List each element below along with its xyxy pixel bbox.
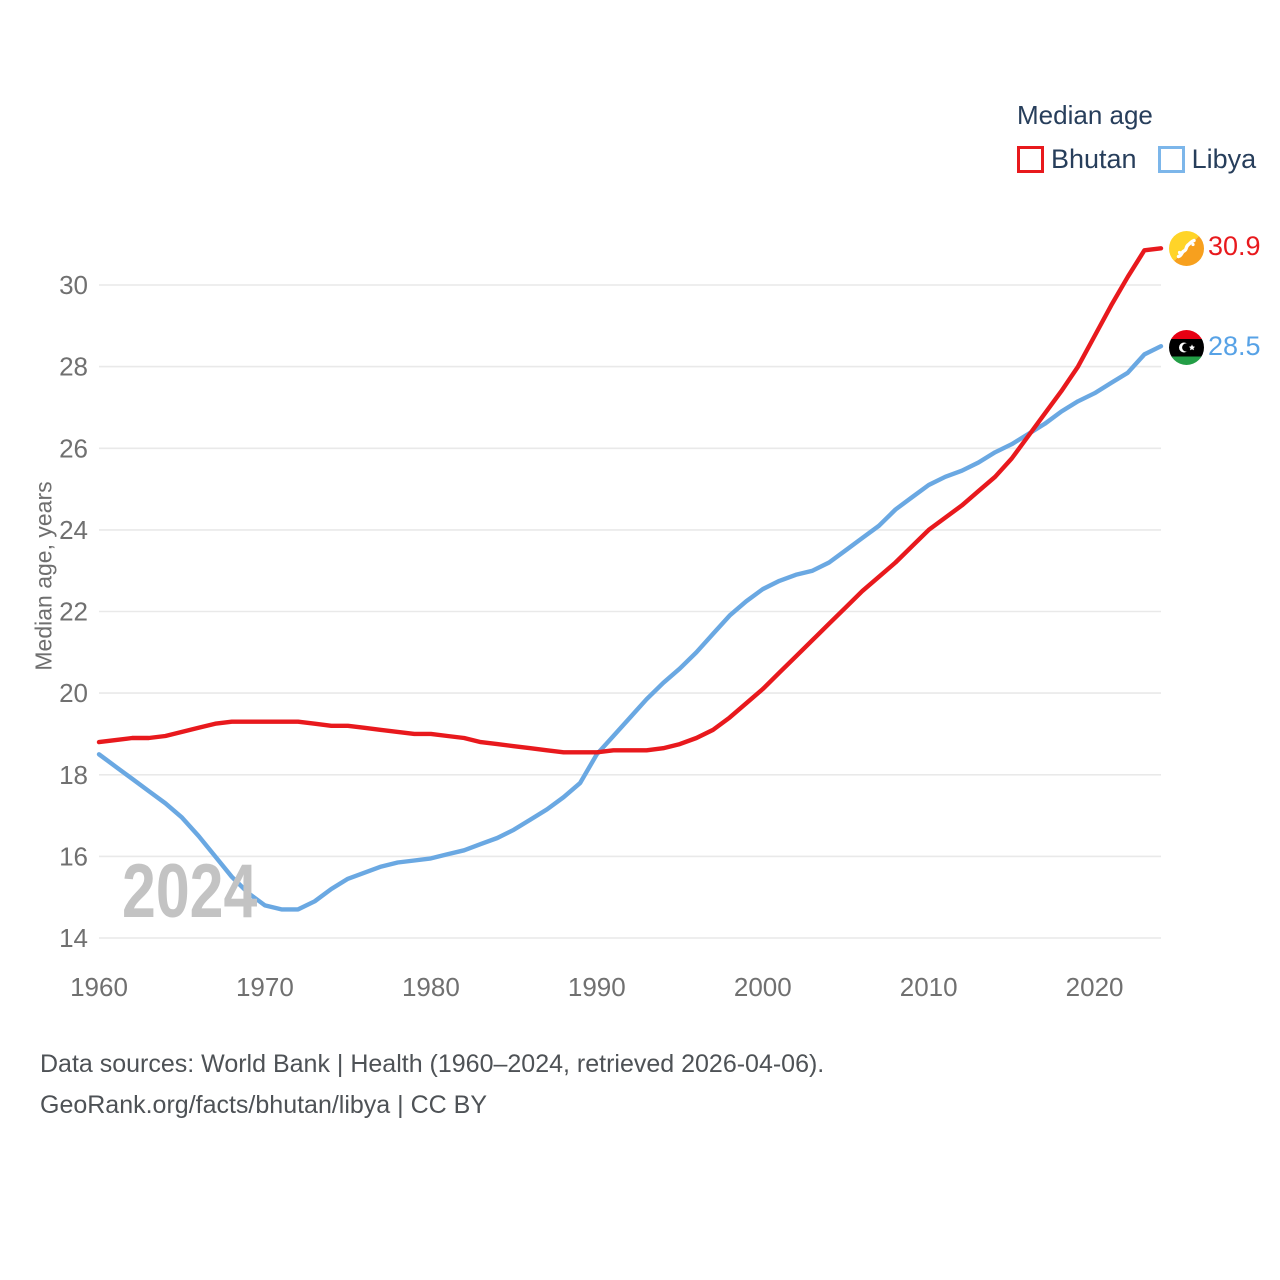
legend-item-libya-label: Libya: [1191, 144, 1257, 174]
x-tick-label-1970: 1970: [236, 972, 294, 1002]
series-line-libya[interactable]: [96, 344, 1164, 912]
y-tick-label-18: 18: [59, 760, 88, 790]
footer-attribution: GeoRank.org/facts/bhutan/libya | CC BY: [40, 1091, 487, 1119]
x-tick-label-1960: 1960: [70, 972, 128, 1002]
y-tick-label-28: 28: [59, 352, 88, 382]
bhutan-swatch-icon: [1017, 146, 1044, 173]
y-tick-label-24: 24: [59, 515, 88, 545]
y-tick-label-16: 16: [59, 841, 88, 871]
bhutan-end-value: 30.9: [1208, 231, 1261, 261]
y-tick-label-20: 20: [59, 678, 88, 708]
x-tick-label-2010: 2010: [900, 972, 958, 1002]
bhutan-flag-icon: [1169, 231, 1204, 266]
series-line-bhutan[interactable]: [96, 246, 1164, 755]
libya-end-value: 28.5: [1208, 331, 1261, 361]
x-tick-label-2000: 2000: [734, 972, 792, 1002]
x-tick-label-1990: 1990: [568, 972, 626, 1002]
legend-items: Bhutan Libya: [1017, 144, 1256, 175]
y-tick-label-22: 22: [59, 597, 88, 627]
footer: Data sources: World Bank | Health (1960–…: [40, 1044, 824, 1126]
x-tick-label-2020: 2020: [1066, 972, 1124, 1002]
legend: Median age Bhutan Libya: [1017, 100, 1256, 175]
legend-item-bhutan-label: Bhutan: [1051, 144, 1137, 174]
legend-title: Median age: [1017, 100, 1153, 130]
watermark: 2024: [122, 849, 258, 934]
y-axis-title: Median age, years: [30, 481, 57, 671]
libya-flag-icon: [1169, 330, 1204, 365]
legend-item-libya[interactable]: Libya: [1157, 144, 1257, 175]
legend-item-bhutan[interactable]: Bhutan: [1017, 144, 1137, 175]
y-tick-label-30: 30: [59, 270, 88, 300]
y-tick-label-14: 14: [59, 923, 88, 953]
y-tick-label-26: 26: [59, 433, 88, 463]
x-tick-label-1980: 1980: [402, 972, 460, 1002]
footer-data-sources: Data sources: World Bank | Health (1960–…: [40, 1050, 825, 1078]
libya-swatch-icon: [1157, 146, 1185, 173]
